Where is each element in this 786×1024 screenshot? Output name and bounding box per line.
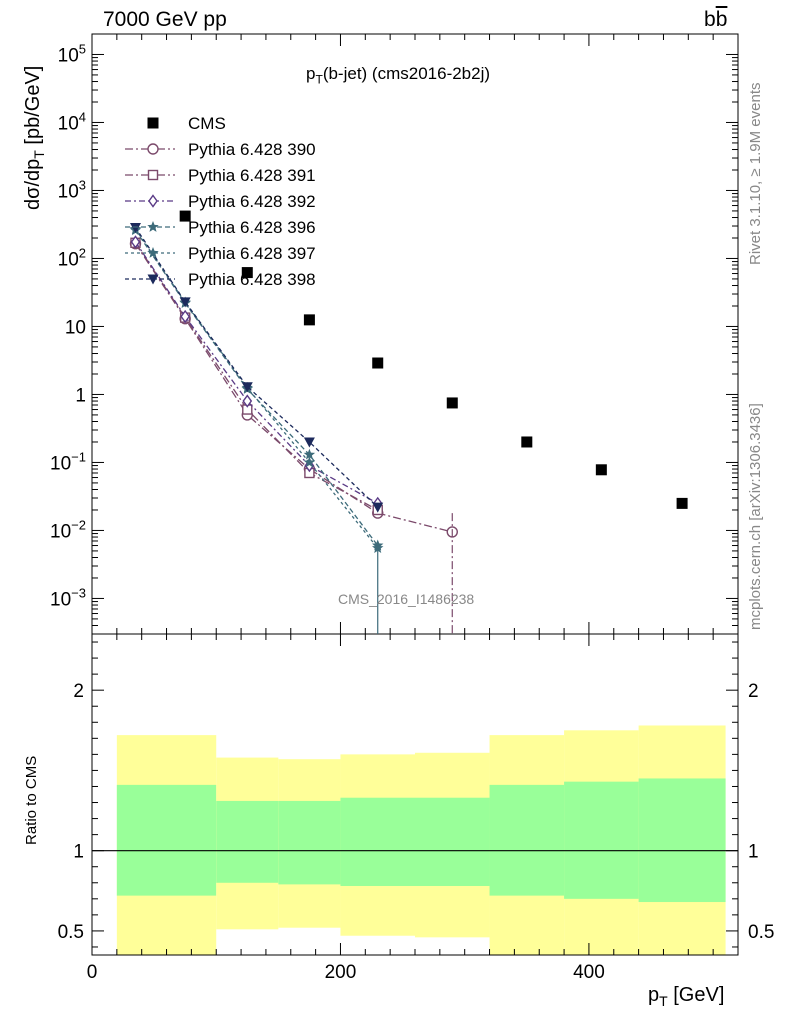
ratio-y-tick-label: 2: [73, 681, 84, 702]
x-tick-label: 0: [87, 962, 98, 983]
legend-entry-pythia-6-428-396: Pythia 6.428 396: [125, 218, 316, 237]
mcplots-label: mcplots.cern.ch [arXiv:1306.3436]: [747, 403, 764, 630]
ylabel-main: dσ/dp: [22, 158, 44, 210]
process-label-bbar: b: [715, 8, 728, 31]
x-tick-label: 200: [325, 962, 357, 983]
ratio-inner-band-2: [278, 800, 341, 885]
ratio-inner-band-0: [116, 784, 217, 896]
legend-entry-pythia-6-428-390: Pythia 6.428 390: [125, 140, 316, 159]
y-tick-label: 10−3: [50, 585, 86, 610]
y-tick-label: 103: [58, 177, 86, 202]
ratio-y-tick-label-right: 2: [748, 681, 759, 702]
x-tick-label: 400: [573, 962, 605, 983]
legend-entry-pythia-6-428-398: Pythia 6.428 398: [125, 270, 316, 289]
legend-label-cms: CMS: [188, 114, 226, 133]
legend-marker-pythia-6-428-392: [148, 194, 158, 208]
data-point-cms: [303, 314, 315, 326]
process-label-b: b: [704, 8, 716, 31]
xlabel-main: p: [648, 984, 660, 1006]
series-line-pythia-6-428-398: [134, 227, 379, 508]
legend-marker-cms: [147, 117, 159, 129]
data-point-cms: [446, 397, 458, 409]
xlabel-rest: [GeV]: [667, 984, 725, 1006]
y-axis-label-main: dσ/dpT [pb/GeV]: [22, 66, 47, 210]
ratio-y-tick-label: 1: [73, 842, 84, 863]
data-point-cms: [241, 267, 253, 279]
data-point-pythia-6-428-398: [303, 437, 315, 448]
y-tick-label: 10−1: [50, 449, 86, 474]
legend-entry-cms: CMS: [147, 114, 226, 133]
ratio-inner-band-5: [489, 784, 565, 896]
data-point-pythia-6-428-398: [241, 382, 253, 393]
legend-marker-pythia-6-428-398: [147, 274, 159, 285]
ratio-y-tick-label-right: 1: [748, 842, 759, 863]
chart-title-main: p: [306, 64, 316, 83]
y-tick-label: 104: [58, 109, 86, 134]
watermark: CMS_2016_I1486238: [338, 591, 475, 607]
legend-entry-pythia-6-428-397: Pythia 6.428 397: [125, 244, 316, 263]
chart-title-sub: T: [315, 72, 323, 87]
legend-marker-pythia-6-428-397: [147, 247, 159, 258]
series-cms: [179, 210, 688, 509]
y-axis-label-ratio: Ratio to CMS: [23, 755, 40, 845]
data-point-pythia-6-428-396: [303, 448, 316, 460]
data-point-cms: [179, 210, 191, 222]
data-point-cms: [372, 357, 384, 369]
data-point-pythia-6-428-398: [372, 502, 384, 513]
y-tick-label: 105: [58, 41, 86, 66]
legend-marker-pythia-6-428-390: [147, 143, 159, 155]
data-point-cms: [676, 497, 688, 509]
ratio-inner-band-6: [564, 781, 639, 899]
ratio-inner-band-4: [415, 797, 490, 886]
ratio-inner-band-3: [340, 797, 415, 886]
process-label: bb: [704, 8, 727, 32]
data-point-pythia-6-428-398: [129, 223, 141, 234]
legend-entry-pythia-6-428-392: Pythia 6.428 392: [125, 192, 316, 211]
data-point-cms: [521, 436, 533, 448]
rivet-label: Rivet 3.1.10, ≥ 1.9M events: [747, 82, 764, 266]
ratio-inner-band-7: [638, 778, 726, 903]
energy-label: 7000 GeV pp: [103, 8, 227, 31]
y-tick-label: 10−2: [50, 517, 86, 542]
xlabel-sub: T: [659, 993, 668, 1009]
data-point-pythia-6-428-392: [242, 394, 253, 408]
x-axis-label: pT [GeV]: [648, 984, 724, 1009]
data-point-pythia-6-428-397: [303, 456, 316, 468]
legend-label-pythia-6-428-392: Pythia 6.428 392: [188, 192, 316, 211]
legend-label-pythia-6-428-396: Pythia 6.428 396: [188, 218, 316, 237]
data-point-pythia-6-428-392: [180, 309, 191, 324]
y-tick-label: 102: [58, 245, 86, 270]
legend-marker-pythia-6-428-396: [147, 221, 159, 232]
series-pythia-6-428-398: [129, 223, 384, 513]
ratio-inner-band-1: [216, 800, 279, 883]
legend-label-pythia-6-428-398: Pythia 6.428 398: [188, 270, 316, 289]
chart-title: pT(b-jet) (cms2016-2b2j): [306, 64, 490, 86]
y-tick-label: 10: [65, 317, 86, 338]
ylabel-rest: [pb/GeV]: [22, 65, 44, 151]
legend-label-pythia-6-428-397: Pythia 6.428 397: [188, 244, 316, 263]
series-line-pythia-6-428-392: [134, 241, 379, 504]
data-point-pythia-6-428-392: [130, 235, 141, 249]
chart-title-rest: (b-jet) (cms2016-2b2j): [322, 64, 491, 83]
ratio-y-tick-label-right: 0.5: [748, 922, 774, 943]
data-point-pythia-6-428-398: [179, 297, 191, 308]
y-tick-label: 1: [75, 385, 86, 406]
legend-label-pythia-6-428-391: Pythia 6.428 391: [188, 166, 316, 185]
ratio-y-tick-label: 0.5: [58, 922, 84, 943]
series-pythia-6-428-392: [130, 235, 383, 511]
data-point-cms: [595, 464, 607, 476]
legend-marker-pythia-6-428-391: [147, 169, 159, 181]
legend-entry-pythia-6-428-391: Pythia 6.428 391: [125, 166, 316, 185]
legend-label-pythia-6-428-390: Pythia 6.428 390: [188, 140, 316, 159]
ylabel-sub: T: [31, 150, 47, 159]
